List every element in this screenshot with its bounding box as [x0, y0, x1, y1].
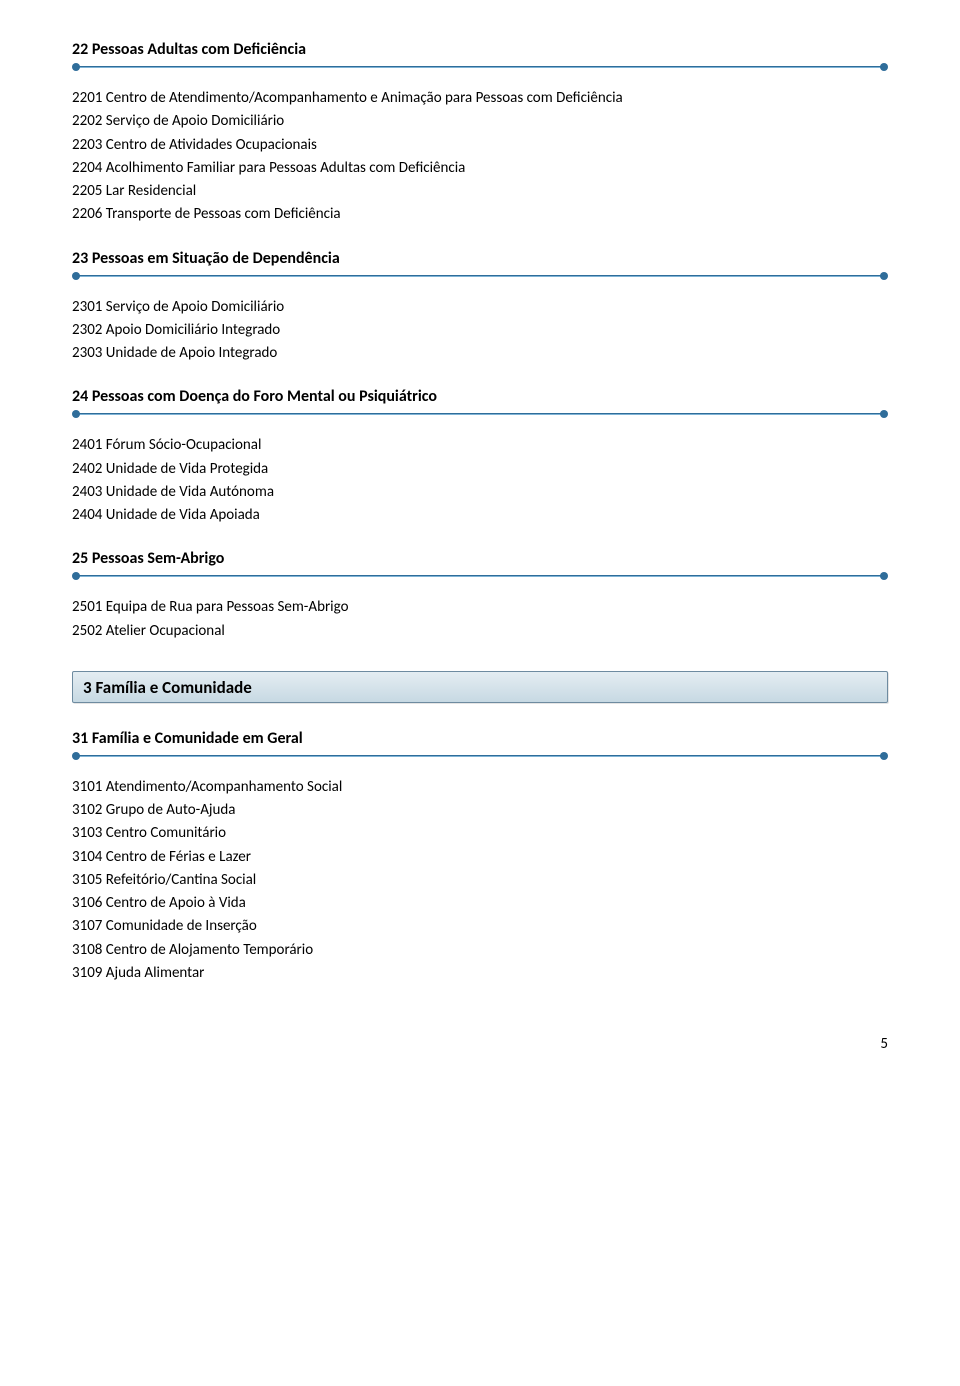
section-31-items: 3101 Atendimento/Acompanhamento Social 3…: [72, 776, 888, 985]
list-item: 2201 Centro de Atendimento/Acompanhament…: [72, 87, 888, 110]
section-23-heading: 23 Pessoas em Situação de Dependência: [72, 249, 888, 268]
page-number: 5: [72, 1035, 888, 1053]
list-item: 3108 Centro de Alojamento Temporário: [72, 939, 888, 962]
section-25-heading: 25 Pessoas Sem-Abrigo: [72, 549, 888, 568]
section-31-heading: 31 Família e Comunidade em Geral: [72, 729, 888, 748]
list-item: 3101 Atendimento/Acompanhamento Social: [72, 776, 888, 799]
list-item: 2403 Unidade de Vida Autónoma: [72, 481, 888, 504]
list-item: 2206 Transporte de Pessoas com Deficiênc…: [72, 203, 888, 226]
list-item: 2502 Atelier Ocupacional: [72, 620, 888, 643]
list-item: 2302 Apoio Domiciliário Integrado: [72, 319, 888, 342]
section-25-items: 2501 Equipa de Rua para Pessoas Sem-Abri…: [72, 596, 888, 643]
divider: [72, 410, 888, 420]
list-item: 3107 Comunidade de Inserção: [72, 915, 888, 938]
list-item: 3103 Centro Comunitário: [72, 822, 888, 845]
list-item: 2204 Acolhimento Familiar para Pessoas A…: [72, 157, 888, 180]
list-item: 2203 Centro de Atividades Ocupacionais: [72, 134, 888, 157]
list-item: 2501 Equipa de Rua para Pessoas Sem-Abri…: [72, 596, 888, 619]
divider: [72, 272, 888, 282]
section-22-heading: 22 Pessoas Adultas com Deficiência: [72, 40, 888, 59]
section-24-items: 2401 Fórum Sócio-Ocupacional 2402 Unidad…: [72, 434, 888, 527]
divider: [72, 752, 888, 762]
list-item: 2303 Unidade de Apoio Integrado: [72, 342, 888, 365]
list-item: 3109 Ajuda Alimentar: [72, 962, 888, 985]
divider: [72, 572, 888, 582]
section-22-items: 2201 Centro de Atendimento/Acompanhament…: [72, 87, 888, 227]
list-item: 2205 Lar Residencial: [72, 180, 888, 203]
list-item: 3104 Centro de Férias e Lazer: [72, 846, 888, 869]
list-item: 2401 Fórum Sócio-Ocupacional: [72, 434, 888, 457]
box-3-heading: 3 Família e Comunidade: [72, 671, 888, 703]
list-item: 2402 Unidade de Vida Protegida: [72, 458, 888, 481]
list-item: 2301 Serviço de Apoio Domiciliário: [72, 296, 888, 319]
section-23-items: 2301 Serviço de Apoio Domiciliário 2302 …: [72, 296, 888, 366]
divider: [72, 63, 888, 73]
section-24-heading: 24 Pessoas com Doença do Foro Mental ou …: [72, 387, 888, 406]
list-item: 3105 Refeitório/Cantina Social: [72, 869, 888, 892]
list-item: 3106 Centro de Apoio à Vida: [72, 892, 888, 915]
list-item: 2202 Serviço de Apoio Domiciliário: [72, 110, 888, 133]
list-item: 2404 Unidade de Vida Apoiada: [72, 504, 888, 527]
list-item: 3102 Grupo de Auto-Ajuda: [72, 799, 888, 822]
